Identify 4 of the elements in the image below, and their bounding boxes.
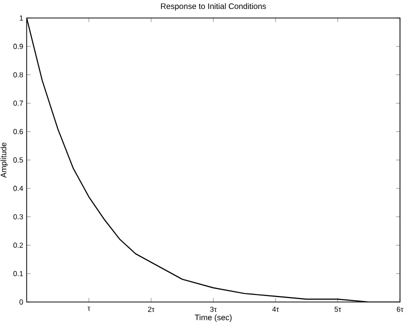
line-series (26, 18, 400, 302)
chart-title: Response to Initial Conditions (161, 3, 266, 11)
y-axis-title: Amplitude (0, 142, 8, 178)
x-axis-title: Time (sec) (194, 314, 232, 322)
